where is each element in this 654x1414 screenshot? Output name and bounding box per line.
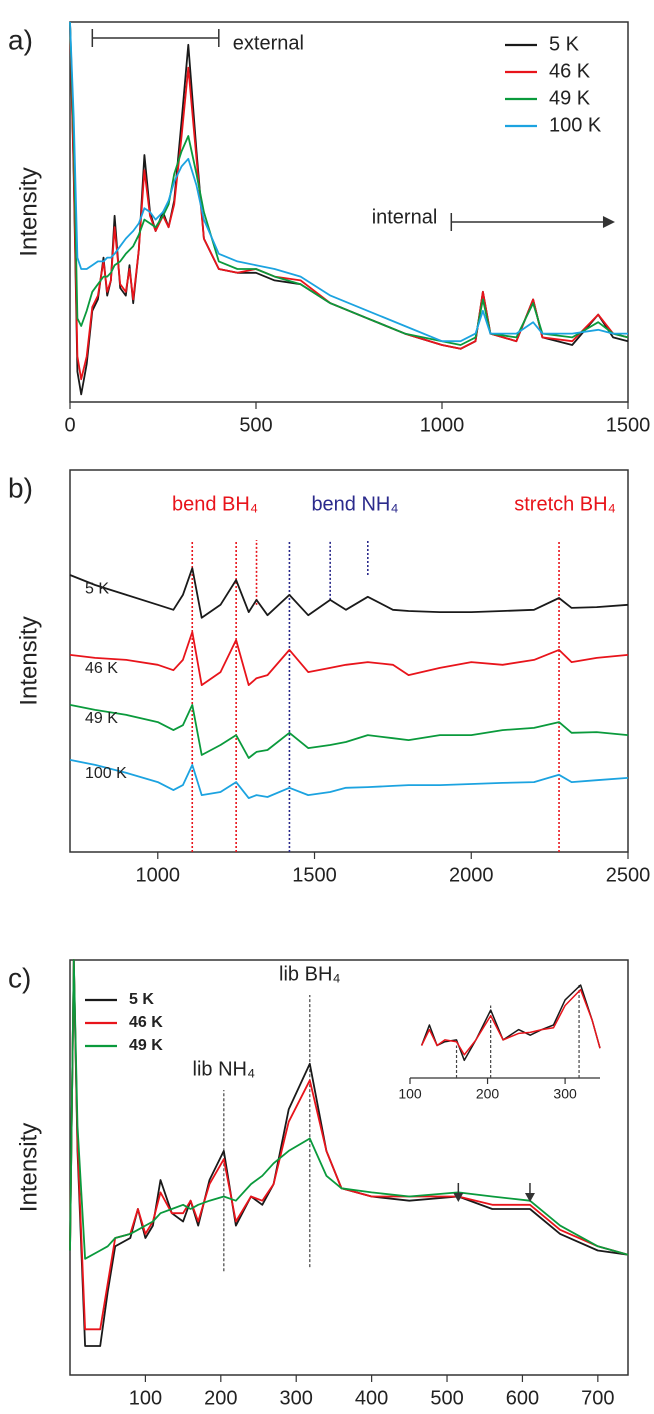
legend-label: 5 K [129, 991, 154, 1008]
range-label: external [233, 32, 304, 54]
legend-label: 46 K [129, 1014, 163, 1031]
x-tick-label: 200 [204, 1387, 237, 1409]
x-tick-label: 200 [476, 1086, 500, 1102]
peak-label: lib BH₄ [279, 963, 341, 985]
plot-frame [69, 469, 629, 853]
spectrum-line [69, 959, 629, 1331]
spectrum-line [69, 21, 629, 381]
band-label: bend BH₄ [172, 493, 258, 515]
x-tick-label: 1000 [136, 864, 181, 886]
band-label: bend NH₄ [311, 493, 398, 515]
arrow-head [602, 216, 615, 228]
spectrum-line [69, 631, 629, 686]
panel-label: a) [8, 24, 33, 55]
x-tick-label: 300 [553, 1086, 577, 1102]
x-tick-label: 0 [64, 414, 75, 436]
curve-label: 5 K [85, 580, 109, 597]
band-label: stretch BH₄ [514, 493, 616, 515]
x-tick-label: 500 [239, 414, 272, 436]
spectrum-line [69, 704, 629, 759]
x-tick-label: 2000 [449, 864, 494, 886]
x-tick-label: 1500 [606, 414, 651, 436]
spectrum-line [420, 988, 601, 1056]
feature-arrow-head [524, 1193, 535, 1202]
x-tick-label: 2500 [606, 864, 651, 886]
x-tick-label: 600 [506, 1387, 539, 1409]
x-tick-label: 100 [129, 1387, 162, 1409]
spectrum-line [69, 959, 629, 1347]
feature-arrow-head [453, 1193, 464, 1202]
legend-label: 100 K [549, 114, 602, 136]
x-tick-label: 300 [280, 1387, 313, 1409]
spectrum-line [69, 21, 629, 346]
plot-frame [69, 21, 629, 403]
peak-label: lib NH₄ [193, 1058, 256, 1080]
x-tick-label: 100 [398, 1086, 422, 1102]
panel-label: c) [8, 962, 31, 993]
legend-label: 49 K [129, 1037, 163, 1054]
legend-label: 46 K [549, 60, 591, 82]
spectrum-line [69, 759, 629, 799]
y-axis-label: Intensity [15, 167, 42, 256]
spectrum-line [69, 959, 629, 1260]
legend-label: 5 K [549, 33, 580, 55]
curve-label: 46 K [85, 660, 118, 677]
x-tick-label: 1500 [292, 864, 337, 886]
x-tick-label: 500 [430, 1387, 463, 1409]
curve-label: 100 K [85, 765, 127, 782]
curve-label: 49 K [85, 710, 118, 727]
y-axis-label: Intensity [15, 616, 42, 705]
spectrum-line [69, 21, 628, 343]
range-label: internal [372, 206, 438, 228]
panel-label: b) [8, 472, 33, 503]
plot-frame [69, 959, 629, 1376]
x-tick-label: 700 [581, 1387, 614, 1409]
spectrum-line [69, 567, 629, 619]
legend-label: 49 K [549, 87, 591, 109]
x-tick-label: 400 [355, 1387, 388, 1409]
y-axis-label: Intensity [15, 1123, 42, 1212]
x-tick-label: 1000 [420, 414, 465, 436]
